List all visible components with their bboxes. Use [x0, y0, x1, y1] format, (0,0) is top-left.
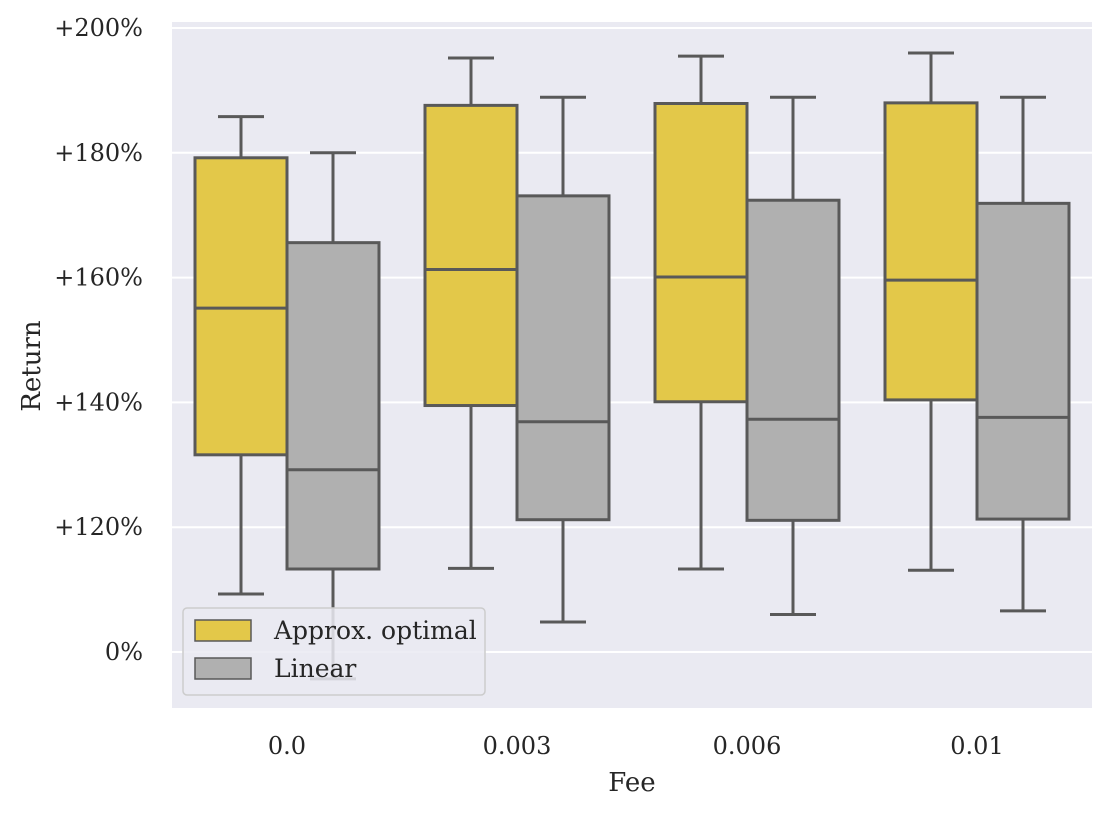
- box-iqr: [745, 198, 841, 522]
- legend-label: Linear: [274, 654, 356, 683]
- box-iqr: [883, 101, 979, 402]
- x-tick-label: 0.01: [950, 732, 1003, 760]
- x-tick-label: 0.003: [483, 732, 552, 760]
- legend-label: Approx. optimal: [273, 616, 477, 645]
- y-tick-label: +140%: [54, 388, 143, 416]
- legend-frame: [182, 607, 486, 696]
- x-tick-label: 0.0: [268, 732, 306, 760]
- y-tick-label: +200%: [54, 14, 143, 42]
- y-tick-label: +180%: [54, 139, 143, 167]
- legend-swatch: [194, 657, 252, 680]
- box: [653, 54, 749, 571]
- legend-swatch: [194, 619, 252, 642]
- y-axis-tick-labels: +200% +180% +160% +140% +120% 0%: [54, 14, 143, 666]
- series-approx-optimal: [193, 51, 979, 596]
- box: [423, 56, 519, 570]
- x-tick-label: 0.006: [713, 732, 782, 760]
- series-linear: [285, 95, 1071, 681]
- box-iqr: [653, 102, 749, 404]
- y-tick-label: +120%: [54, 513, 143, 541]
- y-axis-label: Return: [17, 320, 47, 412]
- box-iqr: [423, 103, 519, 408]
- x-axis-label: Fee: [608, 768, 655, 798]
- y-tick-label: 0%: [105, 638, 143, 666]
- box: [745, 95, 841, 617]
- x-axis-tick-labels: 0.0 0.003 0.006 0.01: [268, 732, 1004, 760]
- box-series: [193, 51, 1071, 681]
- box-iqr: [975, 201, 1071, 521]
- box: [975, 95, 1071, 613]
- box-iqr: [285, 241, 381, 571]
- y-tick-label: +160%: [54, 264, 143, 292]
- box-iqr: [193, 156, 289, 457]
- box: [515, 95, 611, 624]
- box: [883, 51, 979, 572]
- legend: Approx. optimal Linear: [182, 607, 486, 696]
- box-iqr: [515, 194, 611, 522]
